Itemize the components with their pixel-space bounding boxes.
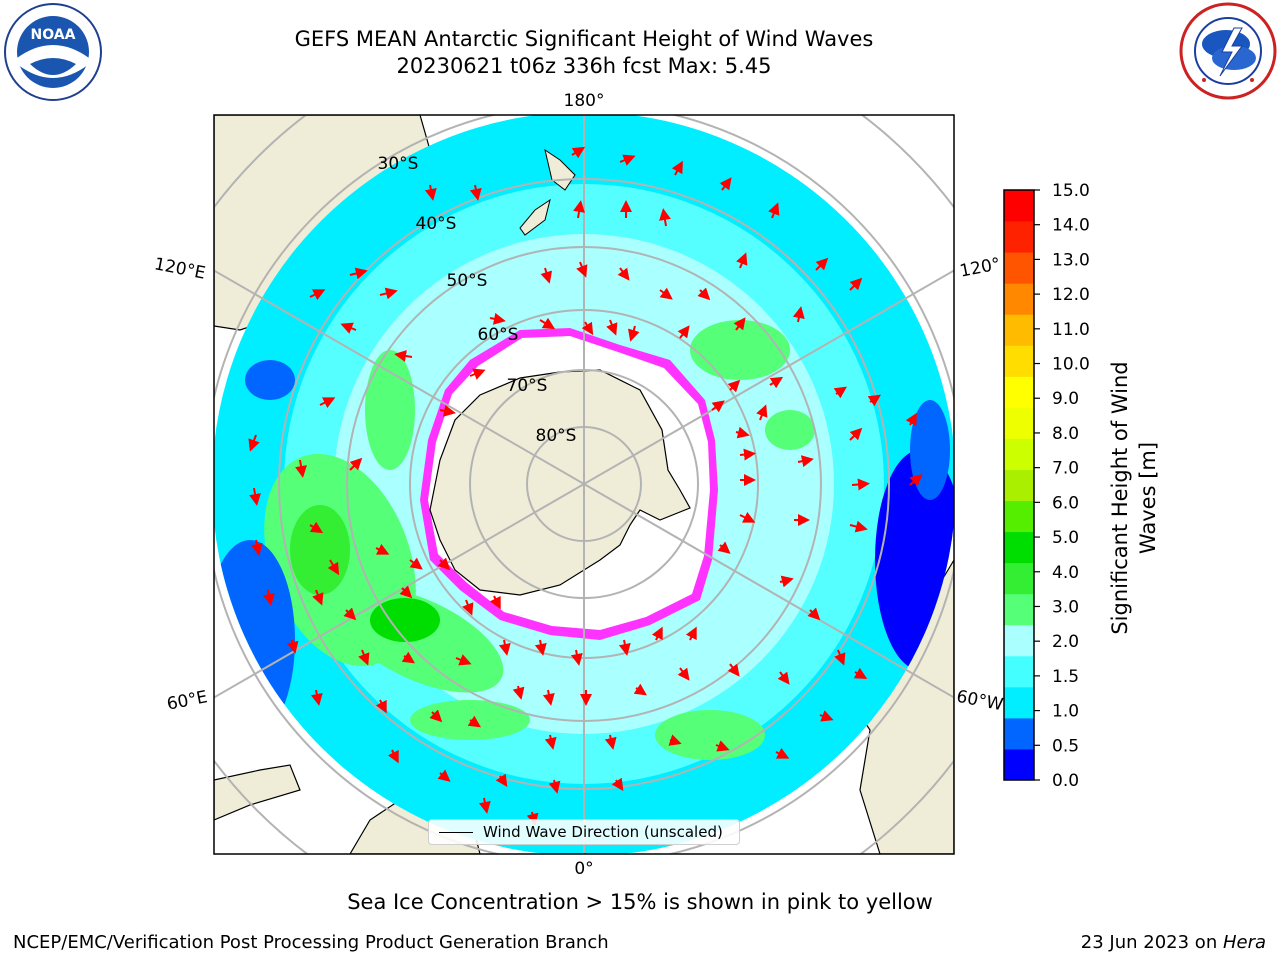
chart-title: GEFS MEAN Antarctic Significant Height o… bbox=[294, 27, 874, 51]
colorbar-tick-label: 10.0 bbox=[1052, 355, 1090, 375]
colorbar-tick-label: 1.0 bbox=[1052, 702, 1079, 722]
colorbar-tick-label: 13.0 bbox=[1052, 250, 1090, 270]
lat-label-50s: 50°S bbox=[447, 271, 488, 291]
colorbar-segment bbox=[1004, 469, 1034, 502]
colorbar-tick-label: 0.5 bbox=[1052, 736, 1079, 756]
antarctica-land bbox=[429, 369, 691, 596]
colorbar-tick-label: 7.0 bbox=[1052, 459, 1079, 479]
colorbar-segment bbox=[1004, 562, 1034, 595]
wind-wave-arrows bbox=[248, 146, 923, 826]
lat-label-70s: 70°S bbox=[507, 376, 548, 396]
colorbar-segment bbox=[1004, 190, 1034, 222]
colorbar-tick-label: 4.0 bbox=[1052, 563, 1079, 583]
colorbar-tick-label: 3.0 bbox=[1052, 597, 1079, 617]
colorbar-tick-label: 5.0 bbox=[1052, 528, 1079, 548]
colorbar-tick-label: 1.5 bbox=[1052, 667, 1079, 687]
sea-ice-footnote: Sea Ice Concentration > 15% is shown in … bbox=[347, 890, 933, 914]
colorbar-tick-label: 12.0 bbox=[1052, 285, 1090, 305]
lat-label-60s: 60°S bbox=[478, 325, 519, 345]
africa-land bbox=[214, 764, 301, 821]
lon-label-180: 180° bbox=[564, 91, 605, 111]
lon-label-0: 0° bbox=[574, 859, 593, 879]
colorbar-segment bbox=[1004, 438, 1034, 470]
chart-subtitle: 20230621 t06z 336h fcst Max: 5.45 bbox=[396, 54, 772, 78]
lon-label-120e: 120°E bbox=[153, 254, 208, 283]
colorbar-segment bbox=[1004, 624, 1034, 657]
colorbar-segment bbox=[1004, 531, 1034, 564]
colorbar-segment bbox=[1004, 221, 1034, 253]
colorbar-tick-label: 9.0 bbox=[1052, 389, 1079, 409]
lon-label-120w: 120° bbox=[958, 254, 1002, 281]
colorbar-segment bbox=[1004, 686, 1034, 719]
colorbar-segment bbox=[1004, 314, 1034, 346]
colorbar-tick-label: 0.0 bbox=[1052, 771, 1079, 791]
legend-label: Wind Wave Direction (unscaled) bbox=[483, 823, 723, 841]
footer-timestamp: 23 Jun 2023 on Hera bbox=[1081, 932, 1266, 953]
colorbar-tick-label: 2.0 bbox=[1052, 632, 1079, 652]
colorbar-segment bbox=[1004, 655, 1034, 688]
lon-label-60e: 60°E bbox=[165, 687, 209, 714]
footer-date: 23 Jun 2023 on bbox=[1080, 932, 1223, 953]
footer-machine: Hera bbox=[1222, 932, 1266, 953]
lat-label-30s: 30°S bbox=[378, 154, 419, 174]
colorbar-segment bbox=[1004, 593, 1034, 626]
noaa-logo-text: NOAA bbox=[31, 27, 76, 43]
colorbar-tick-label: 6.0 bbox=[1052, 493, 1079, 513]
colorbar-segment bbox=[1004, 345, 1034, 377]
colorbar-tick-label: 15.0 bbox=[1052, 181, 1090, 201]
legend-line-swatch bbox=[439, 831, 473, 833]
colorbar-label: Significant Height of Wind Waves [m] bbox=[1108, 361, 1160, 635]
map-legend: Wind Wave Direction (unscaled) bbox=[428, 819, 740, 845]
colorbar: 0.0 0.5 1.0 1.5 2.0 3.0 4.0 5.0 6.0 7.0 8.0 9.0 10.0… bbox=[1003, 181, 1090, 791]
noaa-logo: NOAA bbox=[4, 3, 102, 101]
colorbar-segment bbox=[1004, 252, 1034, 284]
colorbar-segment bbox=[1004, 500, 1034, 533]
colorbar-segment bbox=[1004, 283, 1034, 315]
colorbar-tick-label: 11.0 bbox=[1052, 320, 1090, 340]
colorbar-frame bbox=[1003, 189, 1035, 781]
colorbar-segment bbox=[1004, 376, 1034, 408]
graticule bbox=[214, 115, 954, 854]
footer-credit: NCEP/EMC/Verification Post Processing Pr… bbox=[13, 932, 609, 953]
lon-label-60w: 60°W bbox=[955, 687, 1005, 716]
colorbar-tick-label: 14.0 bbox=[1052, 216, 1090, 236]
lat-label-40s: 40°S bbox=[416, 214, 457, 234]
nws-logo bbox=[1179, 2, 1277, 100]
colorbar-tick-label: 8.0 bbox=[1052, 424, 1079, 444]
colorbar-segment bbox=[1004, 717, 1034, 750]
lat-label-80s: 80°S bbox=[536, 426, 577, 446]
colorbar-segment bbox=[1004, 748, 1034, 781]
colorbar-segment bbox=[1004, 407, 1034, 439]
